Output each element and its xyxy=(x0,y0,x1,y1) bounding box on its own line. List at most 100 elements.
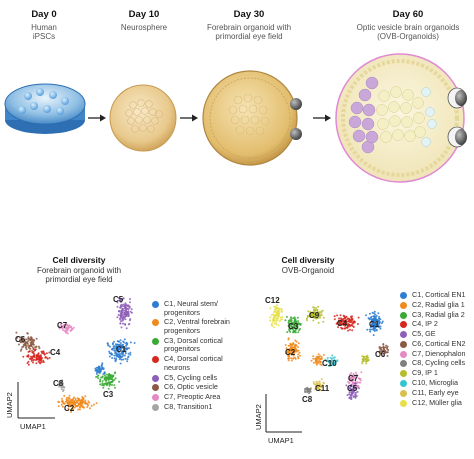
left-c3-cell-dot xyxy=(107,381,110,384)
left-c6-cell-dot xyxy=(32,341,35,344)
left-c4-cell-dot xyxy=(36,358,39,361)
left-c3-cell-dot xyxy=(106,383,109,385)
left-c2-cell-dot xyxy=(75,401,78,404)
left-c2-cell-dot xyxy=(78,405,81,408)
right-c2-cell-dot xyxy=(316,356,319,359)
left-c6-cell-dot xyxy=(24,344,27,347)
left-c3-cell-dot xyxy=(99,380,102,382)
left-c2-cell-dot xyxy=(85,402,88,405)
left-cluster-tag-c5: C5 xyxy=(113,295,124,304)
right-c9-cell-dot xyxy=(361,362,364,365)
left-c2-cell-dot xyxy=(66,396,68,399)
right-c3-cell-dot xyxy=(293,316,296,319)
right-c2-cell-dot xyxy=(295,344,297,347)
right-c12-cell-dot xyxy=(271,324,274,327)
right-c12-cell-dot xyxy=(275,321,277,324)
left-c1-cell-dot xyxy=(102,368,105,371)
right-c1-cell-dot xyxy=(373,329,376,332)
left-c2-cell-dot xyxy=(61,397,64,400)
right-c8-cell-dot xyxy=(305,387,308,390)
left-c2-cell-dot xyxy=(81,406,84,409)
left-c6-cell-dot xyxy=(30,342,32,345)
left-c1-cell-dot xyxy=(117,340,120,343)
right-c2-cell-dot xyxy=(314,358,317,360)
left-legend-c4-line1: C4, Dorsal cortical xyxy=(164,354,223,364)
left-c1-cell-dot xyxy=(109,345,111,348)
left-c5-cell-dot xyxy=(125,315,128,318)
left-c4-cell-dot xyxy=(38,361,41,364)
left-c1-cell-dot xyxy=(108,352,111,355)
left-c2-cell-dot xyxy=(79,399,81,402)
left-c7-cell-dot xyxy=(66,332,69,335)
right-c8-cell-dot xyxy=(303,390,306,392)
right-c5-cell-dot xyxy=(354,396,357,399)
left-c2-cell-dot xyxy=(84,401,87,404)
right-c1-cell-dot xyxy=(375,314,378,317)
right-c1-cell-dot xyxy=(381,320,384,323)
left-c5-cell-dot xyxy=(123,305,126,308)
right-c1-cell-dot xyxy=(365,314,367,317)
left-c3-cell-dot xyxy=(113,372,116,375)
right-c12-cell-dot xyxy=(277,309,280,312)
right-c4-cell-dot xyxy=(351,325,354,327)
left-c2-cell-dot xyxy=(57,400,60,403)
right-c12-cell-dot xyxy=(279,316,282,319)
left-c4-cell-dot xyxy=(41,350,44,353)
right-c1-cell-dot xyxy=(368,312,371,315)
left-c6-cell-dot xyxy=(32,338,35,341)
right-c2-cell-dot xyxy=(287,357,290,360)
left-c1-cell-dot xyxy=(115,357,118,360)
left-c4-cell-dot xyxy=(34,359,37,362)
right-legend-c5-label: C5, GE xyxy=(412,329,436,339)
right-c6-cell-dot xyxy=(382,346,385,349)
right-c2-cell-dot xyxy=(315,357,317,360)
left-c3-cell-dot xyxy=(108,375,111,378)
right-c3-cell-dot xyxy=(297,331,300,334)
left-c5-cell-dot xyxy=(123,312,126,315)
right-c12-cell-dot xyxy=(276,312,279,315)
left-c3-cell-dot xyxy=(109,383,112,386)
left-legend-item-c8: C8, Transition1 xyxy=(152,402,257,412)
left-c4-cell-dot xyxy=(31,357,34,359)
left-c5-cell-dot xyxy=(124,313,127,315)
left-c5-cell-dot xyxy=(123,305,126,308)
left-c2-cell-dot xyxy=(63,394,66,397)
left-c6-cell-dot xyxy=(27,337,30,340)
left-c4-cell-dot xyxy=(36,358,39,361)
right-c9-cell-dot xyxy=(315,307,317,309)
right-c9-cell-dot xyxy=(362,359,365,362)
right-c2-cell-dot xyxy=(287,359,290,362)
left-c1-cell-dot xyxy=(110,353,113,356)
left-c5-cell-dot xyxy=(117,314,120,316)
right-c9-cell-dot xyxy=(322,320,325,323)
right-c4-cell-dot xyxy=(349,320,352,323)
left-c5-cell-dot xyxy=(120,309,123,312)
right-c2-cell-dot xyxy=(298,354,301,357)
left-c1-cell-dot xyxy=(118,358,121,361)
left-c2-cell-dot xyxy=(78,408,81,411)
left-c2-cell-dot xyxy=(82,400,85,403)
left-c1-cell-dot xyxy=(94,367,97,370)
right-c12-cell-dot xyxy=(272,319,275,322)
right-c5-cell-dot xyxy=(348,396,351,399)
right-legend-item-c8: C8, Cycling cells xyxy=(400,359,472,368)
right-c3-cell-dot xyxy=(285,315,288,318)
left-c2-cell-dot xyxy=(81,404,84,407)
left-c5-cell-dot xyxy=(124,306,127,309)
left-c6-cell-dot xyxy=(34,348,37,351)
left-c6-cell-dot xyxy=(33,339,36,342)
left-c3-cell-dot xyxy=(109,383,112,386)
legend-dot-icon xyxy=(400,292,407,299)
left-c6-cell-dot xyxy=(34,346,36,349)
right-c12-cell-dot xyxy=(276,311,279,314)
legend-dot-icon xyxy=(400,360,407,368)
right-c4-cell-dot xyxy=(347,323,350,326)
left-c2-cell-dot xyxy=(92,403,95,406)
right-c8-cell-dot xyxy=(309,390,312,393)
right-legend-item-c9: C9, IP 1 xyxy=(400,368,472,378)
right-c2-cell-dot xyxy=(312,355,315,358)
left-c1-cell-dot xyxy=(99,370,102,373)
right-c11-cell-dot xyxy=(310,387,312,389)
left-c5-cell-dot xyxy=(121,308,124,311)
left-c5-cell-dot xyxy=(118,310,121,313)
